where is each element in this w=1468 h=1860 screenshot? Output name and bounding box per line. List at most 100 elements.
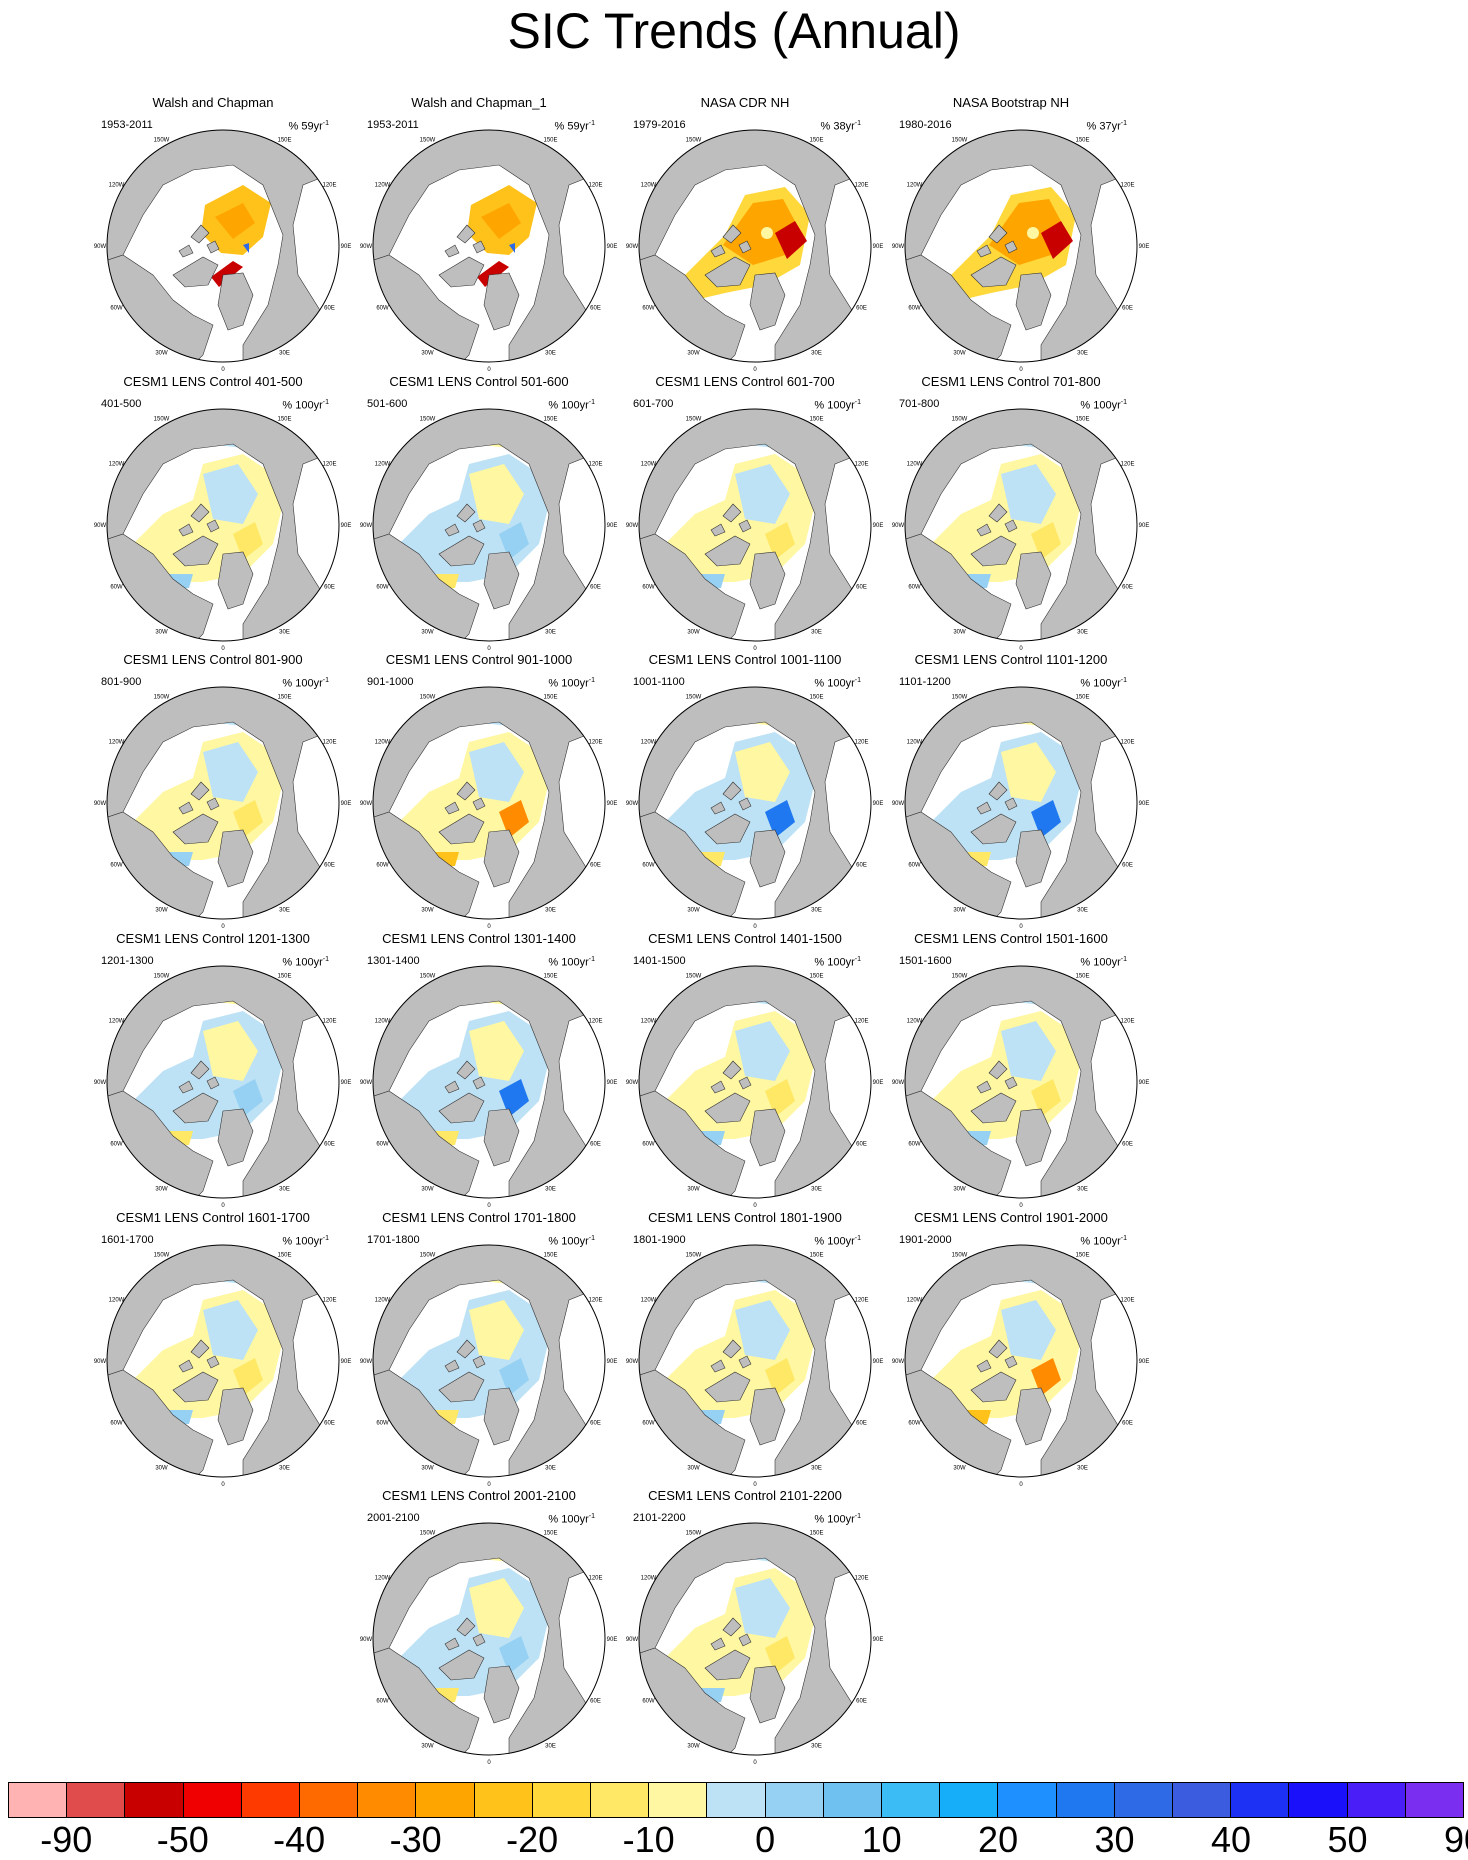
map-panel: CESM1 LENS Control 1201-1300 1201-1300 % 1… [83, 931, 352, 1209]
lon-tick-label: 120E [1120, 1298, 1134, 1304]
lon-tick-label: 90E [607, 523, 618, 529]
land-archipelago [976, 224, 1018, 258]
land-archipelago [710, 1339, 752, 1373]
lon-tick-label: 150W [154, 417, 170, 423]
lon-tick-label: 0 [487, 924, 491, 930]
panel-units: % 100yr-1 [548, 1511, 595, 1526]
lon-tick-label: 90W [626, 801, 639, 807]
land-archipelago [444, 224, 486, 258]
lon-tick-label: 30W [155, 351, 168, 357]
lon-tick-label: 60W [642, 1699, 655, 1705]
panel-units: % 100yr-1 [548, 954, 595, 969]
trend-field-core [203, 1021, 258, 1081]
lon-tick-label: 60W [376, 306, 389, 312]
lon-tick-label: 60W [642, 1421, 655, 1427]
map-boundary [904, 686, 1138, 920]
panel-units-text: % 100yr [282, 956, 323, 969]
map-boundary [106, 129, 340, 363]
trend-field-core [469, 1300, 524, 1360]
lon-tick-label: 90W [360, 1080, 373, 1086]
panel-period: 2001-2100 [367, 1512, 420, 1524]
land-greenland [749, 272, 786, 331]
lon-tick-label: 30E [1077, 630, 1088, 636]
lon-tick-label: 30E [545, 351, 556, 357]
trend-field-positive [509, 243, 515, 253]
trend-field-strong [1031, 1079, 1061, 1117]
map-panel: CESM1 LENS Control 401-500 401-500 % 100yr… [83, 374, 352, 652]
lon-tick-label: 60E [324, 306, 335, 312]
land-greenland [483, 829, 520, 888]
lon-tick-label: 30W [953, 1187, 966, 1193]
lon-tick-label: 60W [376, 1699, 389, 1705]
panel-title: CESM1 LENS Control 501-600 [389, 374, 569, 389]
lon-tick-label: 30E [279, 351, 290, 357]
lon-tick-label: 150W [686, 974, 702, 980]
panel-period: 501-600 [367, 398, 408, 410]
lon-tick-label: 0 [1019, 1203, 1023, 1209]
lon-tick-label: 30W [953, 351, 966, 357]
lon-tick-label: 30E [279, 908, 290, 914]
lon-tick-label: 90W [360, 1359, 373, 1365]
land-hudson-region [704, 535, 751, 567]
lon-tick-label: 180 [750, 682, 761, 684]
lon-tick-label: 180 [484, 404, 495, 406]
lon-tick-label: 30E [811, 1187, 822, 1193]
polar-map: 180 150E 120E 90E 60E 30E 0 30W 60W 90W 120W 150W [94, 682, 352, 930]
panel-units: % 100yr-1 [814, 954, 861, 969]
lon-tick-label: 180 [218, 682, 229, 684]
colorbar-box [67, 1783, 126, 1817]
land-eurasia-america [373, 1523, 605, 1755]
panel-units-text: % 100yr [1080, 677, 1121, 690]
trend-field-core [1001, 464, 1056, 524]
lon-tick-label: 180 [218, 961, 229, 963]
lon-tick-label: 120W [641, 1298, 657, 1304]
lon-tick-label: 60W [908, 863, 921, 869]
lon-tick-label: 60E [1122, 585, 1133, 591]
panel-units-text: % 100yr [1080, 1235, 1121, 1248]
colorbar-tick-label: 0 [755, 1819, 776, 1860]
panel-title: CESM1 LENS Control 1801-1900 [648, 1210, 842, 1225]
lon-tick-label: 90W [360, 244, 373, 250]
map-panel: CESM1 LENS Control 2101-2200 2101-2200 % 1… [615, 1488, 884, 1766]
map-boundary [638, 686, 872, 920]
polar-map: 180 150E 120E 90E 60E 30E 0 30W 60W 90W 120W 150W [94, 961, 352, 1209]
land-greenland [749, 829, 786, 888]
panel-units-text: % 100yr [548, 677, 589, 690]
land-archipelago [178, 503, 220, 537]
trend-field-core [735, 1021, 790, 1081]
lon-tick-label: 30W [155, 908, 168, 914]
lon-tick-label: 90W [94, 1359, 107, 1365]
panel-units-exponent: -1 [322, 399, 329, 406]
lon-tick-label: 0 [753, 1203, 757, 1209]
polar-map: 180 150E 120E 90E 60E 30E 0 30W 60W 90W 120W 150W [892, 1240, 1150, 1488]
land-eurasia-america [639, 1245, 871, 1477]
panel-units: % 100yr-1 [1080, 675, 1127, 690]
panel-period: 1401-1500 [633, 955, 686, 967]
land-greenland [217, 551, 254, 610]
lon-tick-label: 90E [1139, 523, 1150, 529]
land-hudson-region [172, 535, 219, 567]
map-boundary [372, 686, 606, 920]
land-hudson-region [704, 256, 751, 288]
trend-field-core [735, 1578, 790, 1638]
map-boundary [372, 129, 606, 363]
colorbar-box [591, 1783, 650, 1817]
trend-field-strong [1041, 221, 1073, 259]
lon-tick-label: 90W [626, 1637, 639, 1643]
polar-map: 180 150E 120E 90E 60E 30E 0 30W 60W 90W 120W 150W [892, 961, 1150, 1209]
land-greenland [1015, 829, 1052, 888]
lon-tick-label: 30E [811, 630, 822, 636]
lon-tick-label: 60W [376, 1142, 389, 1148]
lon-tick-label: 120E [588, 462, 602, 468]
lon-tick-label: 120W [641, 183, 657, 189]
colorbar-box [474, 1783, 533, 1817]
lon-tick-label: 90E [1139, 1359, 1150, 1365]
lon-tick-label: 120W [109, 1019, 125, 1025]
lon-tick-label: 180 [750, 1240, 761, 1242]
panel-units-text: % 59yr [288, 120, 323, 133]
panel-units: % 100yr-1 [1080, 954, 1127, 969]
polar-map: 180 150E 120E 90E 60E 30E 0 30W 60W 90W 120W 150W [360, 404, 618, 652]
lon-tick-label: 150E [1075, 417, 1089, 423]
